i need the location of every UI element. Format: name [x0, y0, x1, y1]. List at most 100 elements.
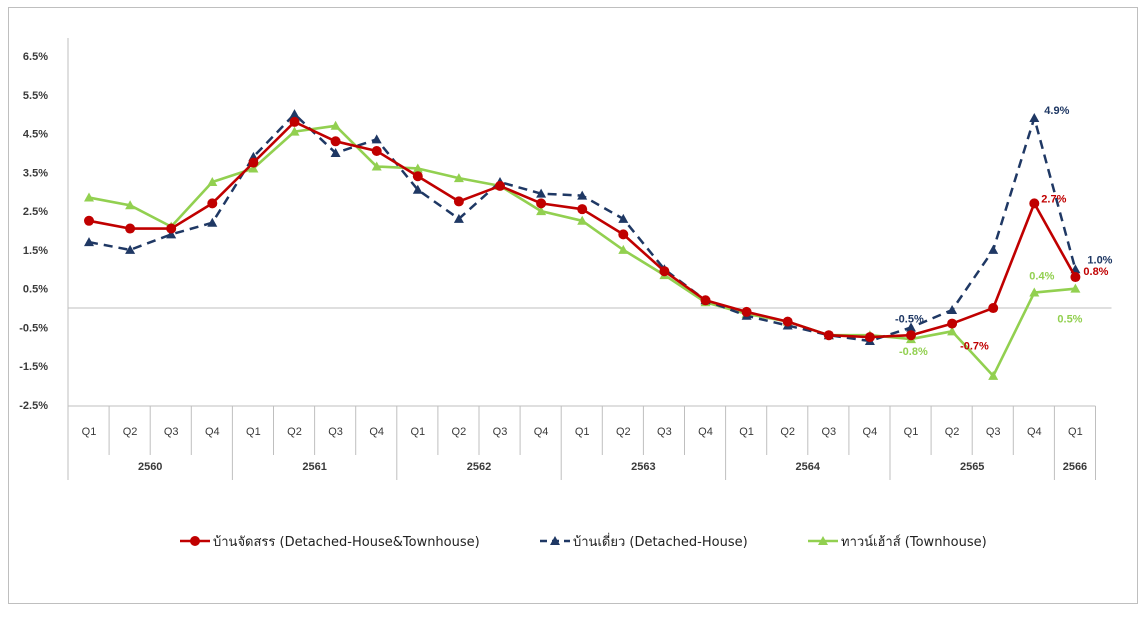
y-tick-label: 5.5%	[23, 90, 48, 102]
year-tick-label: 2561	[302, 461, 326, 473]
data-point	[166, 223, 177, 234]
quarter-tick-label: Q1	[1068, 426, 1083, 438]
data-point	[207, 177, 218, 187]
year-tick-label: 2562	[467, 461, 491, 473]
quarter-tick-label: Q2	[123, 426, 138, 438]
data-point	[371, 134, 382, 144]
quarter-tick-label: Q1	[575, 426, 590, 438]
data-point	[577, 190, 588, 200]
y-tick-label: 1.5%	[23, 245, 48, 257]
year-tick-label: 2564	[796, 461, 821, 473]
data-point	[84, 215, 94, 226]
data-point	[618, 244, 629, 254]
data-point	[289, 126, 300, 136]
data-labels: -0.7% 2.7% 0.8% -0.5% 4.9% 1.0% -0.8% 0.4% 0.5%	[895, 105, 1113, 358]
data-point	[577, 215, 588, 225]
data-point	[1029, 113, 1040, 123]
data-point	[1070, 272, 1081, 283]
quarter-tick-label: Q4	[863, 426, 878, 438]
quarter-tick-label: Q4	[534, 426, 549, 438]
legend-label: บ้านจัดสรร (Detached-House&Townhouse)	[213, 535, 480, 550]
data-point	[618, 213, 629, 223]
quarter-tick-label: Q2	[945, 426, 960, 438]
data-point	[947, 326, 958, 336]
data-point	[330, 136, 341, 147]
quarter-tick-label: Q2	[616, 426, 631, 438]
data-label: -0.5%	[895, 313, 924, 325]
data-point	[207, 198, 218, 209]
data-point	[453, 213, 464, 223]
data-point	[536, 198, 547, 209]
data-point	[659, 266, 670, 277]
quarter-tick-label: Q3	[986, 426, 1001, 438]
y-tick-label: 2.5%	[23, 206, 48, 218]
y-tick-label: 3.5%	[23, 167, 48, 179]
data-point	[248, 163, 259, 173]
quarter-tick-label: Q1	[739, 426, 754, 438]
year-tick-label: 2566	[1063, 461, 1087, 473]
series-line	[88, 124, 1076, 378]
quarter-tick-label: Q3	[493, 426, 508, 438]
y-tick-label: -1.5%	[19, 361, 48, 373]
quarter-tick-label: Q4	[205, 426, 220, 438]
data-point	[412, 171, 423, 182]
data-point	[741, 306, 752, 317]
legend-marker	[818, 536, 828, 545]
quarter-tick-label: Q1	[246, 426, 261, 438]
data-point	[988, 370, 999, 380]
y-tick-label: 6.5%	[23, 51, 48, 63]
data-point	[330, 147, 341, 157]
quarter-tick-label: Q4	[698, 426, 713, 438]
chart-frame	[8, 7, 1138, 604]
data-point	[823, 330, 834, 341]
data-point	[84, 192, 94, 202]
data-point	[453, 173, 464, 183]
data-point	[453, 196, 464, 207]
data-point	[330, 120, 341, 130]
data-point	[371, 161, 382, 171]
data-point	[1029, 287, 1040, 297]
data-label: 0.8%	[1083, 266, 1108, 278]
data-point	[125, 200, 136, 210]
y-tick-label: 0.5%	[23, 284, 48, 296]
data-point	[166, 229, 177, 239]
data-point	[248, 157, 259, 168]
data-label: 2.7%	[1041, 193, 1066, 205]
y-tick-label: 4.5%	[23, 129, 48, 141]
data-point	[988, 303, 999, 314]
data-point	[906, 322, 916, 332]
data-label: -0.8%	[899, 346, 928, 358]
data-point	[864, 332, 875, 343]
quarter-tick-label: Q2	[452, 426, 467, 438]
data-point	[289, 109, 300, 119]
legend-label: ทาวน์เฮ้าส์ (Townhouse)	[841, 534, 987, 550]
data-point	[906, 330, 916, 341]
data-point	[412, 163, 423, 173]
quarter-tick-label: Q2	[780, 426, 795, 438]
data-point	[84, 237, 94, 247]
data-point	[495, 180, 505, 191]
quarter-tick-label: Q4	[369, 426, 384, 438]
data-point	[125, 244, 136, 254]
year-tick-label: 2560	[138, 461, 162, 473]
data-point	[125, 223, 136, 234]
quarter-tick-label: Q3	[821, 426, 836, 438]
data-point	[536, 188, 547, 198]
legend-marker	[190, 536, 200, 546]
legend-marker	[550, 536, 560, 545]
chart-axes: 6.5% 5.5% 4.5% 3.5% 2.5% 1.5% 0.5% -0.5% -1.5% -2…	[19, 38, 1112, 480]
data-label: 1.0%	[1087, 254, 1112, 266]
quarter-tick-label: Q4	[1027, 426, 1042, 438]
y-tick-label: -0.5%	[19, 322, 48, 334]
quarter-tick-label: Q2	[287, 426, 302, 438]
year-tick-label: 2565	[960, 461, 984, 473]
data-point	[988, 244, 999, 254]
quarter-tick-label: Q1	[904, 426, 919, 438]
data-point	[700, 295, 711, 306]
data-point	[412, 184, 423, 194]
data-label: 0.4%	[1029, 271, 1054, 283]
data-point	[536, 206, 547, 216]
quarter-tick-label: Q3	[164, 426, 179, 438]
y-tick-label: -2.5%	[19, 400, 48, 412]
